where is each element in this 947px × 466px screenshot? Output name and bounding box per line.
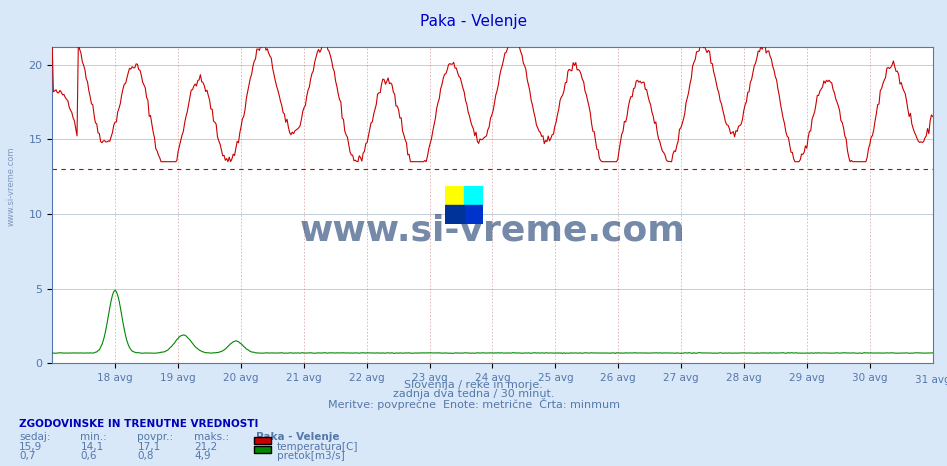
Text: Meritve: povprečne  Enote: metrične  Črta: minmum: Meritve: povprečne Enote: metrične Črta:… xyxy=(328,398,619,411)
Bar xyxy=(464,205,483,224)
Text: temperatura[C]: temperatura[C] xyxy=(277,442,358,452)
Bar xyxy=(445,186,464,205)
Text: min.:: min.: xyxy=(80,432,107,442)
Text: www.si-vreme.com: www.si-vreme.com xyxy=(299,213,686,247)
Text: 0,6: 0,6 xyxy=(80,451,97,461)
Text: povpr.:: povpr.: xyxy=(137,432,173,442)
Text: 15,9: 15,9 xyxy=(19,442,43,452)
Text: www.si-vreme.com: www.si-vreme.com xyxy=(7,147,16,226)
Text: pretok[m3/s]: pretok[m3/s] xyxy=(277,451,345,461)
Text: Paka - Velenje: Paka - Velenje xyxy=(256,432,339,442)
Text: Slovenija / reke in morje.: Slovenija / reke in morje. xyxy=(404,380,543,390)
Text: Paka - Velenje: Paka - Velenje xyxy=(420,14,527,29)
Text: 4,9: 4,9 xyxy=(194,451,211,461)
Text: sedaj:: sedaj: xyxy=(19,432,50,442)
Text: 0,8: 0,8 xyxy=(137,451,153,461)
Text: 0,7: 0,7 xyxy=(19,451,35,461)
Bar xyxy=(445,205,464,224)
Bar xyxy=(464,186,483,205)
Text: 31 avg: 31 avg xyxy=(915,376,947,385)
Text: ZGODOVINSKE IN TRENUTNE VREDNOSTI: ZGODOVINSKE IN TRENUTNE VREDNOSTI xyxy=(19,419,259,429)
Text: 14,1: 14,1 xyxy=(80,442,104,452)
Text: zadnja dva tedna / 30 minut.: zadnja dva tedna / 30 minut. xyxy=(393,389,554,399)
Text: 21,2: 21,2 xyxy=(194,442,218,452)
Text: 17,1: 17,1 xyxy=(137,442,161,452)
Text: maks.:: maks.: xyxy=(194,432,229,442)
